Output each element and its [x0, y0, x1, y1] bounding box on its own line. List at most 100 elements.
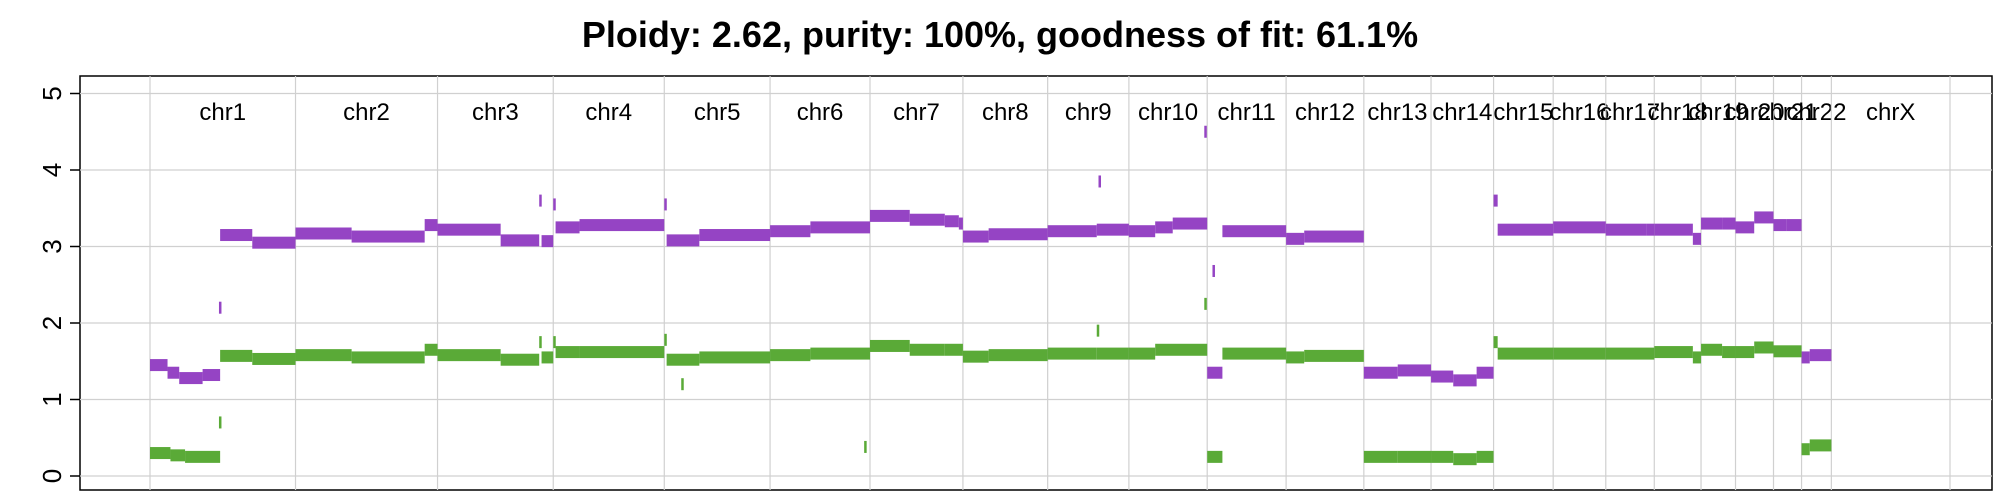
major-copy-number-segment [1493, 194, 1498, 207]
major-copy-number-segment [988, 228, 1048, 241]
minor-copy-number-segment [1128, 347, 1156, 360]
minor-copy-number-segment [437, 349, 501, 362]
major-copy-number-segment [1754, 211, 1774, 224]
major-copy-number-segment [1098, 175, 1102, 188]
major-copy-number-segment [202, 369, 221, 382]
major-copy-number-segment [437, 223, 501, 236]
minor-copy-number-segment [1809, 439, 1832, 452]
chromosome-label-chr19: chr19 [1688, 99, 1748, 126]
minor-copy-number-segment [770, 349, 811, 362]
major-copy-number-segment [1646, 223, 1655, 236]
minor-copy-number-segment [1605, 347, 1655, 360]
minor-copy-number-segment [170, 449, 186, 462]
minor-copy-number-segment [666, 353, 700, 366]
minor-copy-number-segment [944, 343, 963, 356]
major-copy-number-segment [295, 227, 352, 240]
major-copy-number-segment [770, 225, 811, 238]
chromosome-label-chr16: chr16 [1549, 99, 1609, 126]
major-copy-number-segment [1786, 219, 1802, 232]
major-copy-number-segment [1735, 221, 1755, 234]
minor-copy-number-segment [555, 346, 580, 359]
major-copy-number-segment [1204, 125, 1207, 138]
minor-copy-number-segment [1701, 343, 1723, 356]
minor-copy-number-segment [1096, 347, 1129, 360]
minor-copy-number-segment [1222, 347, 1287, 360]
major-copy-number-segment [944, 215, 959, 228]
minor-copy-number-segment [1096, 324, 1100, 337]
major-copy-number-segment [1096, 223, 1129, 236]
minor-copy-number-segment [1304, 349, 1364, 362]
major-copy-number-segment [1128, 225, 1156, 238]
chromosome-label-chr8: chr8 [982, 99, 1029, 126]
plot-frame [79, 75, 1993, 491]
minor-copy-number-segment [1204, 297, 1207, 310]
major-copy-number-segment [1553, 221, 1606, 234]
chromosome-label-chr17: chr17 [1600, 99, 1660, 126]
major-copy-number-segment [539, 194, 542, 207]
minor-copy-number-segment [962, 350, 989, 363]
major-copy-number-segment [810, 221, 870, 234]
minor-copy-number-segment [579, 346, 665, 359]
major-copy-number-segment [870, 209, 910, 222]
chromosome-label-chr22: chr22 [1786, 99, 1846, 126]
chromosome-label-chr20: chr20 [1724, 99, 1784, 126]
chart-title: Ploidy: 2.62, purity: 100%, goodness of … [581, 14, 1419, 55]
y-tick-label: 2 [37, 316, 67, 330]
major-copy-number-segment [1773, 219, 1787, 232]
major-copy-number-segment [1397, 364, 1432, 377]
major-copy-number-segment [220, 229, 253, 242]
chromosome-label-chr4: chr4 [585, 99, 632, 126]
major-copy-number-segment [351, 230, 425, 243]
minor-copy-number-segment [681, 378, 684, 391]
chromosome-label-chr15: chr15 [1493, 99, 1553, 126]
y-tick-label: 5 [37, 86, 67, 100]
chromosome-label-chr10: chr10 [1138, 99, 1198, 126]
y-tick-label: 4 [37, 163, 67, 177]
major-copy-number-segment [699, 229, 771, 242]
minor-copy-number-segment [1773, 345, 1802, 358]
minor-copy-number-segment [699, 351, 771, 364]
major-copy-number-segment [1476, 366, 1494, 379]
major-copy-number-segment [252, 236, 296, 249]
minor-copy-number-segment [1476, 450, 1494, 463]
major-copy-number-segment [150, 359, 168, 372]
major-copy-number-segment [553, 198, 556, 211]
minor-copy-number-segment [1453, 453, 1477, 466]
major-copy-number-segment [179, 372, 203, 385]
minor-copy-number-segment [150, 447, 171, 460]
minor-copy-number-segment [1735, 346, 1755, 359]
major-copy-number-segment [1692, 232, 1702, 245]
major-copy-number-segment [1431, 370, 1454, 383]
major-copy-number-segment [962, 230, 989, 243]
minor-copy-number-segment [1722, 346, 1736, 359]
minor-copy-number-segment [664, 333, 667, 346]
minor-copy-number-segment [864, 440, 867, 453]
minor-copy-number-segment [500, 353, 540, 366]
minor-copy-number-segment [1654, 346, 1693, 359]
minor-copy-number-segment [218, 416, 222, 429]
minor-copy-number-segment [1286, 351, 1305, 364]
major-copy-number-segment [1172, 217, 1208, 230]
minor-copy-number-segment [424, 343, 438, 356]
major-copy-number-segment [958, 217, 963, 230]
major-copy-number-segment [1722, 217, 1736, 230]
major-copy-number-segment [1155, 221, 1173, 234]
major-copy-number-segment [1701, 217, 1723, 230]
chromosome-label-chr7: chr7 [893, 99, 940, 126]
major-copy-number-segment [579, 219, 665, 232]
chromosome-label-chr12: chr12 [1295, 99, 1355, 126]
minor-copy-number-segment [1207, 450, 1223, 463]
chromosome-label-chr1: chr1 [199, 99, 246, 126]
minor-copy-number-segment [539, 336, 542, 349]
chromosome-label-chr3: chr3 [472, 99, 519, 126]
minor-copy-number-segment [1363, 450, 1398, 463]
minor-copy-number-segment [1692, 351, 1702, 364]
y-tick-label: 0 [37, 469, 67, 483]
minor-copy-number-segment [1553, 347, 1606, 360]
major-copy-number-segment [909, 213, 945, 226]
y-tick-label: 1 [37, 392, 67, 406]
minor-copy-number-segment [1431, 450, 1454, 463]
major-copy-number-segment [1801, 351, 1810, 364]
minor-copy-number-segment [220, 349, 253, 362]
